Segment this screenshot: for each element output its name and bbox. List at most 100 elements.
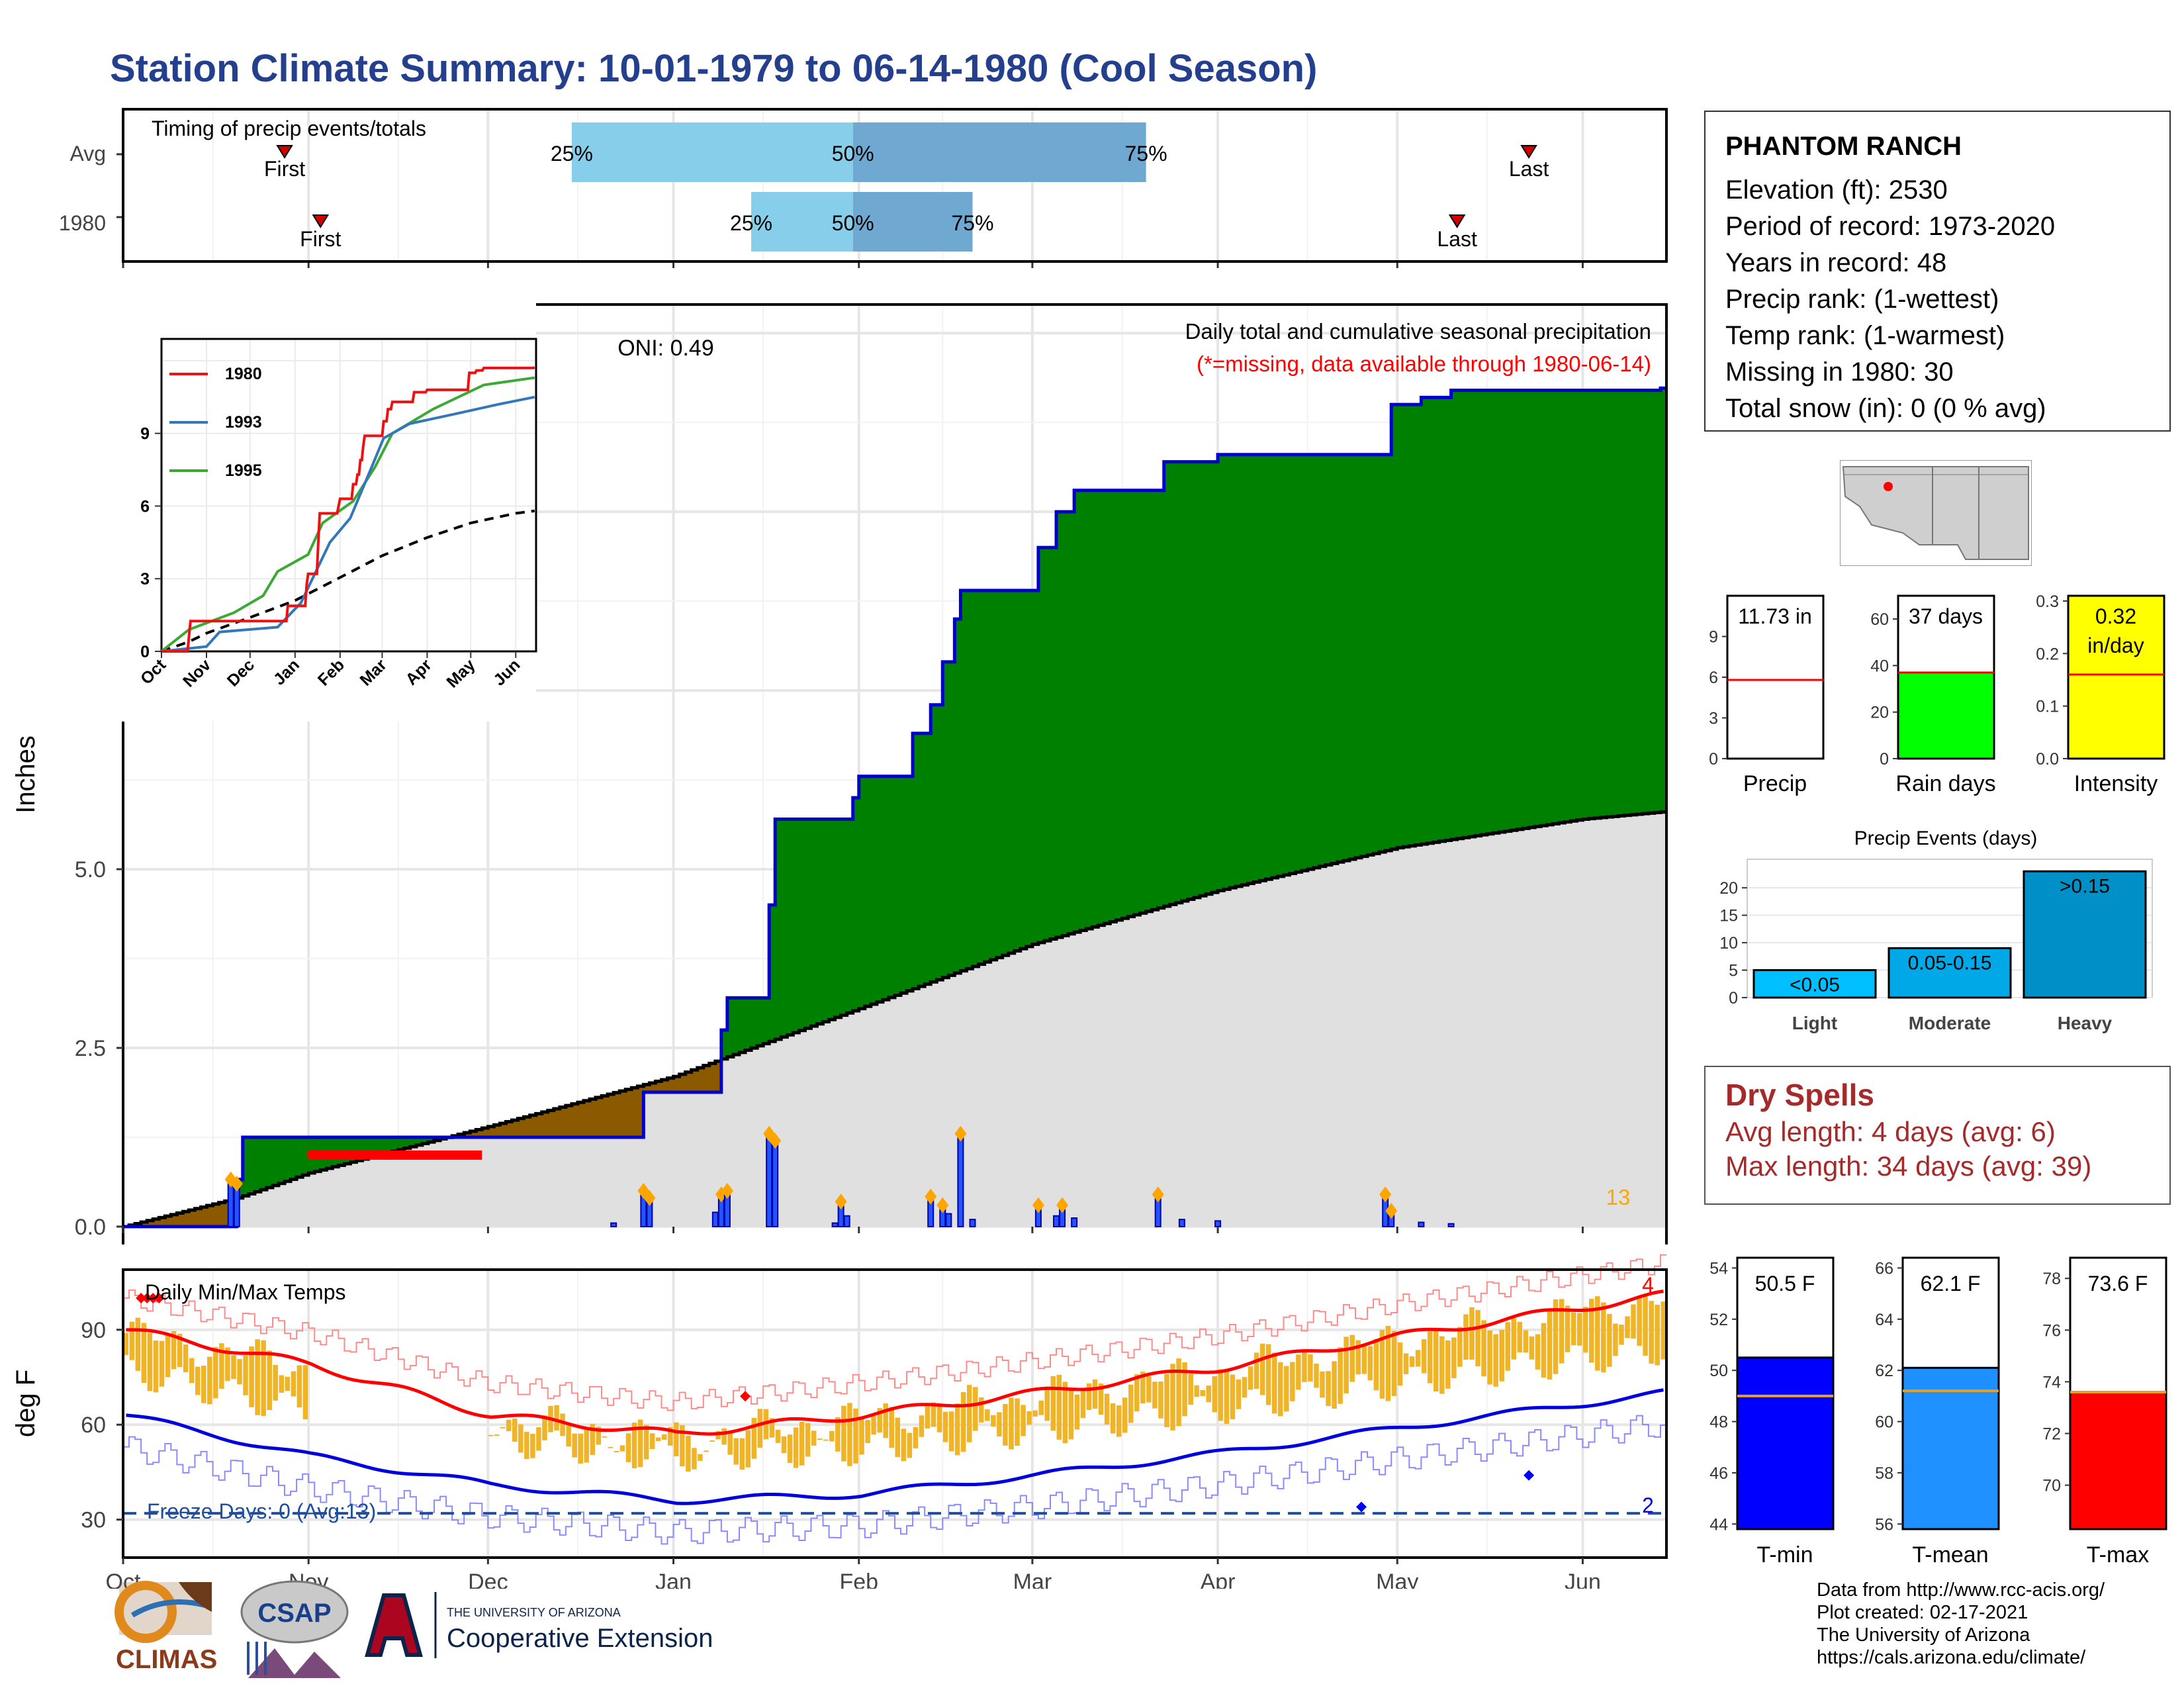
daily-temp-bar bbox=[554, 1405, 559, 1430]
daily-temp-bar bbox=[1403, 1353, 1409, 1374]
timing-1980-q25-label: 25% bbox=[730, 211, 772, 235]
timing-1980-q25-q50-bar bbox=[751, 192, 853, 252]
daily-temp-bar bbox=[1433, 1331, 1439, 1392]
temp-bar-tick-label: 62 bbox=[1875, 1362, 1893, 1380]
timing-title: Timing of precip events/totals bbox=[152, 117, 426, 140]
daily-temp-bar bbox=[195, 1366, 201, 1395]
daily-temp-bar bbox=[847, 1403, 852, 1466]
temp-bar-fill bbox=[2069, 1391, 2167, 1530]
daily-temp-bar bbox=[494, 1434, 500, 1436]
daily-temp-bar bbox=[787, 1434, 793, 1464]
station-info-box: PHANTOM RANCH Elevation (ft): 2530 Perio… bbox=[1704, 111, 2171, 432]
daily-temp-bar bbox=[1146, 1376, 1152, 1403]
timing-chart: Timing of precip events/totals Avg 25% 5… bbox=[59, 108, 1668, 268]
temp-y-tick-label: 30 bbox=[81, 1508, 106, 1533]
daily-temp-bar bbox=[1265, 1344, 1271, 1405]
daily-precip-bar bbox=[969, 1219, 976, 1227]
daily-precip-bar bbox=[1071, 1217, 1078, 1228]
daily-temp-bar bbox=[566, 1425, 571, 1447]
summary-bar-tick-label: 6 bbox=[1709, 669, 1718, 687]
daily-precip-marker bbox=[936, 1197, 949, 1213]
timing-1980-q50-label: 50% bbox=[832, 211, 874, 235]
record-high-marker bbox=[142, 1293, 153, 1304]
daily-temp-bar bbox=[291, 1371, 296, 1397]
daily-temp-bar bbox=[1505, 1322, 1510, 1371]
missing-data-star: * bbox=[379, 1147, 387, 1169]
daily-temp-bar bbox=[692, 1448, 697, 1470]
daily-precip-marker bbox=[1056, 1197, 1069, 1213]
daily-temp-bar bbox=[721, 1428, 727, 1445]
daily-temp-bar bbox=[1367, 1346, 1373, 1381]
climas-text: CLIMAS bbox=[116, 1645, 217, 1674]
summary-bar-tick-label: 0.1 bbox=[2036, 698, 2059, 716]
daily-temp-bar bbox=[841, 1405, 846, 1462]
missing-data-star: * bbox=[466, 1147, 474, 1169]
temp-bar-tick-label: 66 bbox=[1875, 1259, 1893, 1278]
daily-precip-marker bbox=[721, 1183, 733, 1199]
temp-bottom-count: 2 bbox=[1642, 1493, 1654, 1517]
dry-spells-max: Max length: 34 days (avg: 39) bbox=[1725, 1150, 2092, 1182]
temp-y-label-text: deg F bbox=[11, 1370, 40, 1437]
timing-avg-q50-q75-bar bbox=[852, 122, 1146, 182]
events-tick-label: 10 bbox=[1719, 934, 1738, 953]
daily-temp-bar bbox=[936, 1406, 942, 1432]
daily-temp-bar bbox=[524, 1431, 529, 1460]
daily-temp-bar bbox=[901, 1429, 907, 1462]
daily-temp-bar bbox=[643, 1425, 649, 1460]
daily-temp-bar bbox=[895, 1417, 901, 1458]
daily-temp-bar bbox=[1050, 1376, 1056, 1431]
daily-precip-marker bbox=[1032, 1197, 1044, 1213]
credit-created: Plot created: 02-17-2021 bbox=[1817, 1602, 2028, 1623]
daily-temp-bar bbox=[1242, 1377, 1248, 1398]
daily-temp-bar bbox=[1475, 1310, 1480, 1367]
record-high-marker bbox=[740, 1391, 751, 1402]
inset-legend: 1980 1993 1995 bbox=[169, 365, 262, 480]
daily-temp-bar bbox=[596, 1427, 602, 1445]
daily-temp-bar bbox=[1176, 1358, 1181, 1427]
daily-temp-bar bbox=[1092, 1379, 1098, 1409]
daily-temp-bar bbox=[1559, 1299, 1565, 1364]
daily-temp-bar bbox=[1523, 1330, 1529, 1353]
daily-temp-bar bbox=[1230, 1374, 1236, 1420]
daily-precip-bar bbox=[766, 1133, 773, 1227]
daily-temp-bar bbox=[805, 1423, 811, 1457]
precip-y-tick-label: 5.0 bbox=[75, 857, 106, 882]
summary-bar-value: 37 days bbox=[1909, 604, 1983, 628]
timing-1980-last-label: Last bbox=[1437, 227, 1477, 251]
missing-data-star: * bbox=[404, 1147, 412, 1169]
daily-temp-bar bbox=[1415, 1350, 1421, 1367]
missing-data-star: * bbox=[410, 1147, 418, 1169]
daily-temp-bar bbox=[141, 1323, 147, 1383]
daily-temp-bar bbox=[686, 1435, 691, 1472]
daily-precip-bar bbox=[945, 1213, 952, 1227]
temp-bar-value: 50.5 F bbox=[1755, 1272, 1815, 1295]
daily-temp-bar bbox=[751, 1417, 757, 1459]
record-high-marker bbox=[136, 1293, 147, 1304]
daily-temp-bar bbox=[1296, 1354, 1301, 1390]
daily-temp-bar bbox=[123, 1333, 129, 1356]
daily-temp-bar bbox=[739, 1438, 745, 1470]
daily-temp-bar bbox=[631, 1423, 637, 1469]
daily-temp-bar bbox=[829, 1430, 835, 1442]
daily-temp-bar bbox=[1062, 1382, 1068, 1444]
daily-temp-bar bbox=[1116, 1405, 1122, 1437]
daily-temp-bar bbox=[859, 1417, 864, 1455]
missing-data-star: * bbox=[459, 1147, 467, 1169]
daily-temp-bar bbox=[1026, 1411, 1032, 1425]
station-precip-rank: Precip rank: (1-wettest) bbox=[1725, 285, 1999, 314]
record-min-line bbox=[123, 1415, 1666, 1545]
daily-temp-bar bbox=[619, 1445, 625, 1452]
timing-avg-first-label: First bbox=[264, 157, 305, 181]
dry-spells-avg: Avg length: 4 days (avg: 6) bbox=[1725, 1116, 2056, 1147]
daily-temp-bar bbox=[1421, 1339, 1427, 1374]
daily-precip-bar bbox=[1418, 1221, 1425, 1227]
daily-precip-bar bbox=[957, 1133, 964, 1227]
daily-temp-bar bbox=[1601, 1302, 1606, 1373]
daily-precip-marker bbox=[1379, 1186, 1392, 1203]
missing-data-star: * bbox=[323, 1147, 331, 1169]
daily-temp-bar bbox=[1625, 1316, 1630, 1338]
missing-data-star: * bbox=[472, 1147, 480, 1169]
record-markers bbox=[136, 1293, 1535, 1513]
summary-bar-xlabel: Precip bbox=[1743, 771, 1807, 796]
